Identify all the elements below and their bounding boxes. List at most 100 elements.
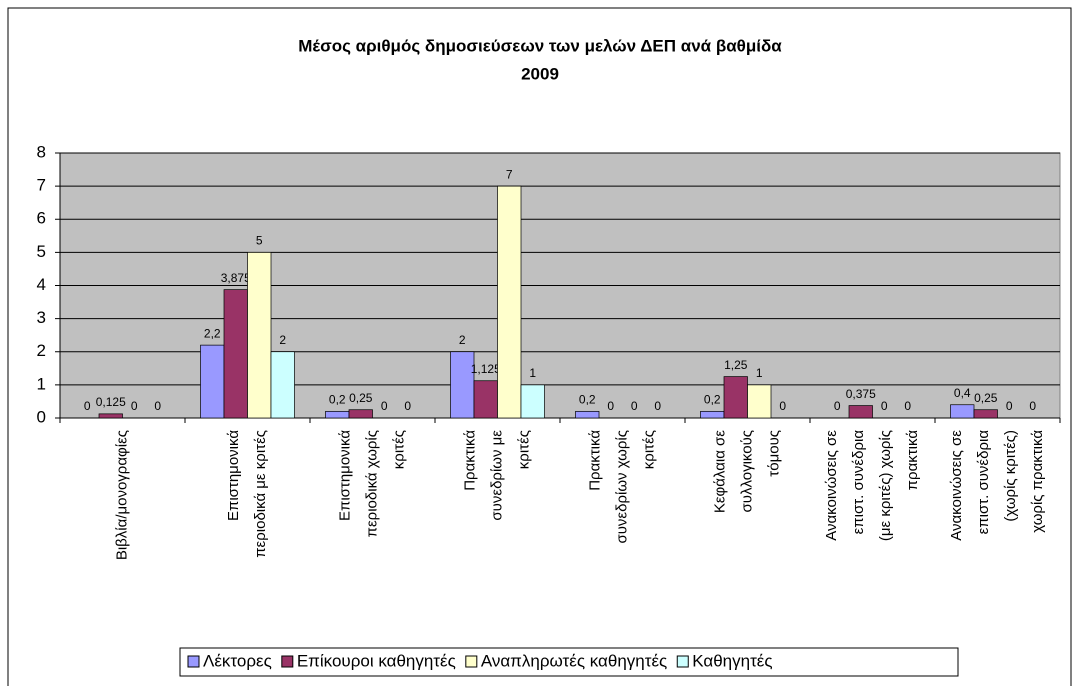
x-tick-label-line: κριτές	[640, 430, 657, 469]
y-tick-label: 1	[37, 374, 46, 393]
bar	[848, 405, 873, 419]
data-label: 0	[154, 399, 161, 413]
data-label: 0	[84, 399, 91, 413]
x-tick-label-line: Πρακτικά	[461, 430, 478, 491]
legend-box	[179, 647, 959, 677]
data-label: 0	[1029, 399, 1036, 413]
data-label: 2,2	[204, 326, 221, 340]
legend-label: Επίκουροι καθηγητές	[297, 651, 456, 670]
x-tick-label-line: (με κριτές) χωρίς	[877, 430, 894, 541]
x-tick-label-line: περιοδικά χωρίς	[363, 430, 380, 537]
x-tick-label-line: πρακτικά	[904, 430, 921, 491]
data-label: 1	[756, 366, 763, 380]
bar	[98, 413, 123, 419]
x-tick-label-line: Ανακοινώσεις σε	[823, 430, 840, 541]
data-label: 0	[904, 399, 911, 413]
bar	[575, 411, 600, 419]
x-tick-label: Κεφάλαια σε συλλογικούς τόμους	[711, 430, 782, 513]
legend-label: Λέκτορες	[203, 651, 272, 670]
bar	[497, 185, 522, 419]
data-label: 0	[631, 399, 638, 413]
x-tick-label-line: (χωρίς κριτές)	[1002, 430, 1019, 522]
data-label: 0,375	[846, 387, 876, 401]
data-label: 5	[256, 234, 263, 248]
data-label: 0	[779, 399, 786, 413]
legend-swatch	[187, 655, 200, 668]
data-label: 1	[529, 366, 536, 380]
bar	[723, 376, 748, 419]
bar	[700, 411, 725, 419]
y-tick-label: 8	[37, 142, 46, 161]
x-tick-label-line: επιστ. συνέδρια	[975, 430, 992, 535]
bar	[223, 289, 248, 419]
data-label: 0,2	[704, 393, 721, 407]
bar	[348, 409, 373, 419]
x-tick-label: Πρακτικά συνεδρίων με κριτές	[461, 430, 532, 521]
x-tick-label-line: συνεδρίων με	[488, 430, 505, 521]
x-tick-label: Επιστημονικά περιοδικά χωρίς κριτές	[336, 430, 407, 538]
data-label: 1,125	[471, 362, 501, 376]
bar	[270, 351, 295, 419]
x-tick-label-line: κριτές	[515, 430, 532, 469]
x-tick-label-line: Πρακτικά	[586, 430, 603, 491]
x-tick-label: Ανακοινώσεις σε επιστ. συνέδρια (χωρίς κρι…	[948, 430, 1046, 541]
y-tick-label: 3	[37, 308, 46, 327]
data-label: 0	[381, 399, 388, 413]
x-tick-label-line: συνεδρίων χωρίς	[613, 430, 630, 544]
x-tick-label-line: Επιστημονικά	[336, 430, 353, 521]
x-tick-label-line: περιοδικά με κριτές	[252, 430, 269, 558]
x-tick-label-line: Ανακοινώσεις σε	[948, 430, 965, 541]
x-tick-label-line: Βιβλία/μονογραφίες	[113, 430, 130, 560]
chart-title: Μέσος αριθμός δημοσιεύσεων των μελών ΔΕΠ…	[298, 36, 782, 55]
x-tick-label-line: κριτές	[390, 430, 407, 469]
bar	[247, 252, 272, 419]
legend-swatch	[465, 655, 478, 668]
chart-title: 2009	[521, 64, 559, 83]
data-label: 0	[404, 399, 411, 413]
data-label: 2	[459, 333, 466, 347]
bar	[950, 404, 975, 419]
y-tick-label: 6	[37, 209, 46, 228]
data-label: 0	[1006, 399, 1013, 413]
data-label: 1,25	[724, 358, 748, 372]
data-label: 0,25	[349, 391, 373, 405]
data-label: 3,875	[221, 271, 251, 285]
y-tick-label: 0	[37, 407, 46, 426]
data-label: 0	[834, 399, 841, 413]
y-tick-label: 7	[37, 176, 46, 195]
data-label: 0,4	[954, 386, 971, 400]
legend-swatch	[281, 655, 294, 668]
data-label: 0	[654, 399, 661, 413]
x-tick-label: Βιβλία/μονογραφίες	[113, 430, 130, 560]
x-tick-label-line: Κεφάλαια σε	[711, 430, 728, 513]
x-tick-label: Ανακοινώσεις σε επιστ. συνέδρια (με κριτές…	[823, 430, 921, 541]
x-tick-label-line: τόμους	[765, 430, 782, 477]
data-label: 0,125	[96, 395, 126, 409]
data-label: 2	[279, 333, 286, 347]
bar	[973, 409, 998, 419]
bar	[747, 384, 772, 419]
x-tick-label-line: Επιστημονικά	[225, 430, 242, 521]
x-tick-label-line: χωρίς πρακτικά	[1029, 430, 1046, 533]
x-tick-label: Πρακτικά συνεδρίων χωρίς κριτές	[586, 430, 657, 544]
data-label: 0	[881, 399, 888, 413]
data-label: 0	[131, 399, 138, 413]
bar	[520, 384, 545, 419]
legend-label: Καθηγητές	[692, 651, 772, 670]
data-label: 7	[506, 167, 513, 181]
bar	[200, 344, 225, 419]
data-label: 0,2	[579, 393, 596, 407]
bar	[473, 380, 498, 419]
bar	[325, 411, 350, 419]
data-label: 0	[607, 399, 614, 413]
x-tick-label-line: συλλογικούς	[738, 430, 755, 513]
y-tick-label: 4	[37, 275, 46, 294]
x-tick-label-line: επιστ. συνέδρια	[850, 430, 867, 535]
y-tick-label: 5	[37, 242, 46, 261]
legend-swatch	[676, 655, 689, 668]
legend-label: Αναπληρωτές καθηγητές	[481, 651, 667, 670]
data-label: 0,2	[329, 393, 346, 407]
y-tick-label: 2	[37, 341, 46, 360]
x-tick-label: Επιστημονικά περιοδικά με κριτές	[225, 430, 269, 558]
